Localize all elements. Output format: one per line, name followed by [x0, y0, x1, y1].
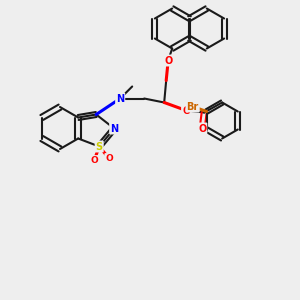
- Text: S: S: [96, 142, 103, 152]
- Text: N: N: [116, 94, 124, 103]
- Text: O: O: [164, 56, 172, 65]
- Text: N: N: [110, 124, 118, 134]
- Text: O: O: [90, 156, 98, 165]
- Text: O: O: [182, 106, 190, 116]
- Text: O: O: [105, 154, 113, 163]
- Text: O: O: [198, 124, 206, 134]
- Text: Br: Br: [187, 101, 199, 112]
